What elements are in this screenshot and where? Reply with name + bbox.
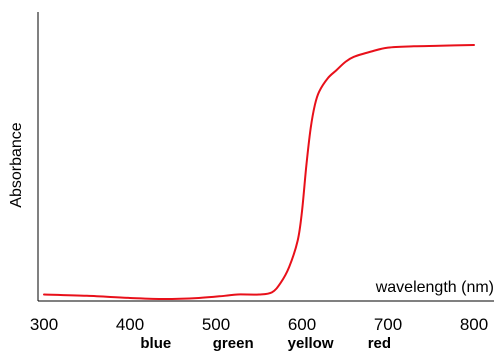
x-tick-label: 500 (202, 315, 230, 334)
series-group (43, 43, 475, 300)
x-tick-label: 700 (374, 315, 402, 334)
x-tick-label: 400 (116, 315, 144, 334)
color-label-yellow: yellow (288, 335, 334, 352)
x-tick-labels: 300 400 500 600 700 800 (30, 315, 488, 334)
absorbance-line (43, 43, 475, 300)
x-tick-label: 300 (30, 315, 58, 334)
color-label-red: red (368, 335, 391, 352)
color-label-blue: blue (140, 335, 171, 352)
color-label-green: green (213, 335, 254, 352)
x-axis-title: wavelength (nm) (375, 279, 494, 296)
x-tick-label: 600 (288, 315, 316, 334)
x-tick-label: 800 (460, 315, 488, 334)
y-axis-title: Absorbance (8, 122, 25, 207)
color-labels: blue green yellow red (140, 335, 391, 352)
